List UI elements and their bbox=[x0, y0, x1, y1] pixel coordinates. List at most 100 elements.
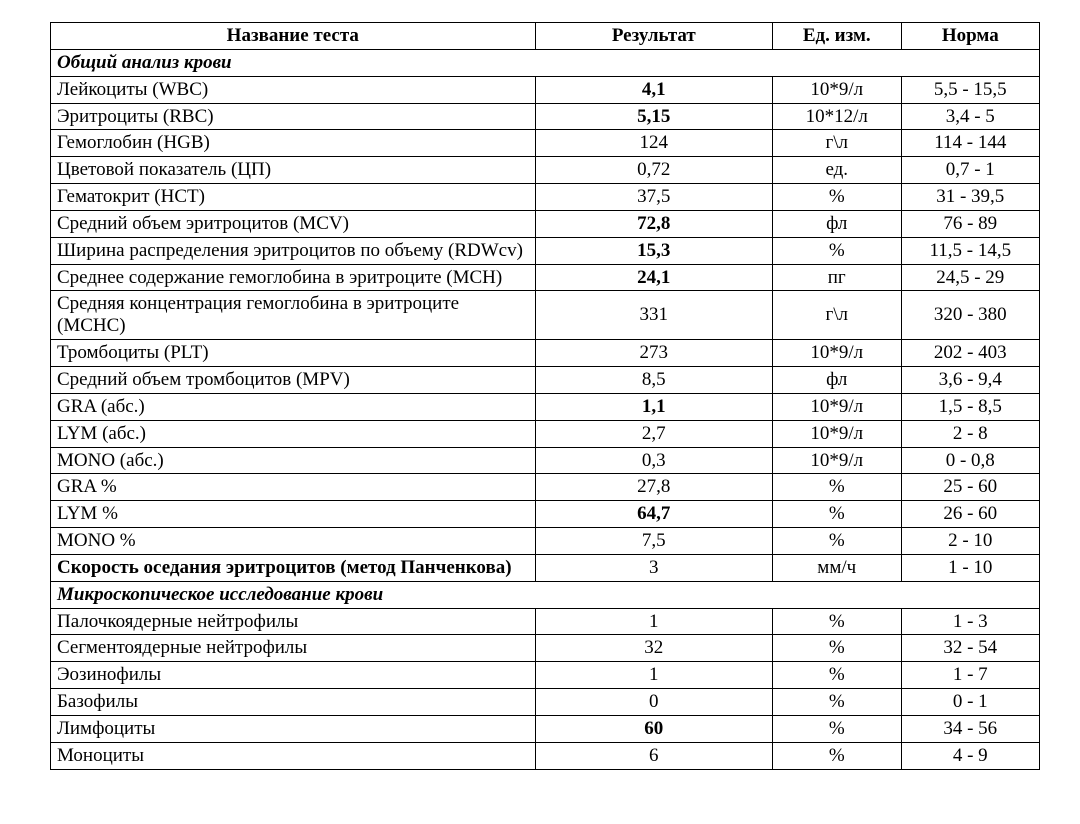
test-name: Средний объем тромбоцитов (MPV) bbox=[51, 366, 536, 393]
test-result: 3 bbox=[535, 554, 772, 581]
table-row: Гемоглобин (HGB)124г\л114 - 144 bbox=[51, 130, 1040, 157]
test-name: LYM (абс.) bbox=[51, 420, 536, 447]
table-row: Сегментоядерные нейтрофилы32%32 - 54 bbox=[51, 635, 1040, 662]
table-row: Эритроциты (RBC)5,1510*12/л3,4 - 5 bbox=[51, 103, 1040, 130]
test-name: Средний объем эритроцитов (MCV) bbox=[51, 210, 536, 237]
test-norm: 1 - 10 bbox=[901, 554, 1039, 581]
test-name: GRA (абс.) bbox=[51, 393, 536, 420]
table-row: Общий анализ крови bbox=[51, 49, 1040, 76]
header-result: Результат bbox=[535, 23, 772, 50]
test-name: Гемоглобин (HGB) bbox=[51, 130, 536, 157]
test-name: Цветовой показатель (ЦП) bbox=[51, 157, 536, 184]
table-row: Лейкоциты (WBC)4,110*9/л5,5 - 15,5 bbox=[51, 76, 1040, 103]
test-unit: % bbox=[772, 742, 901, 769]
test-name: GRA % bbox=[51, 474, 536, 501]
test-unit: фл bbox=[772, 366, 901, 393]
test-norm: 26 - 60 bbox=[901, 501, 1039, 528]
header-row: Название теста Результат Ед. изм. Норма bbox=[51, 23, 1040, 50]
test-norm: 25 - 60 bbox=[901, 474, 1039, 501]
test-name: Моноциты bbox=[51, 742, 536, 769]
test-result: 6 bbox=[535, 742, 772, 769]
table-row: MONO %7,5%2 - 10 bbox=[51, 528, 1040, 555]
test-unit: г\л bbox=[772, 130, 901, 157]
test-norm: 32 - 54 bbox=[901, 635, 1039, 662]
table-row: Средний объем тромбоцитов (MPV)8,5фл3,6 … bbox=[51, 366, 1040, 393]
test-norm: 3,4 - 5 bbox=[901, 103, 1039, 130]
test-name: Эозинофилы bbox=[51, 662, 536, 689]
test-norm: 114 - 144 bbox=[901, 130, 1039, 157]
test-unit: фл bbox=[772, 210, 901, 237]
test-norm: 5,5 - 15,5 bbox=[901, 76, 1039, 103]
test-norm: 1,5 - 8,5 bbox=[901, 393, 1039, 420]
test-norm: 2 - 10 bbox=[901, 528, 1039, 555]
test-result: 124 bbox=[535, 130, 772, 157]
test-name: Сегментоядерные нейтрофилы bbox=[51, 635, 536, 662]
test-unit: 10*9/л bbox=[772, 447, 901, 474]
test-name: Скорость оседания эритроцитов (метод Пан… bbox=[51, 554, 536, 581]
test-unit: % bbox=[772, 474, 901, 501]
table-row: LYM %64,7%26 - 60 bbox=[51, 501, 1040, 528]
table-row: Лимфоциты60%34 - 56 bbox=[51, 715, 1040, 742]
test-unit: % bbox=[772, 608, 901, 635]
test-result: 64,7 bbox=[535, 501, 772, 528]
table-row: LYM (абс.)2,710*9/л2 - 8 bbox=[51, 420, 1040, 447]
table-row: GRA %27,8%25 - 60 bbox=[51, 474, 1040, 501]
test-norm: 76 - 89 bbox=[901, 210, 1039, 237]
test-norm: 3,6 - 9,4 bbox=[901, 366, 1039, 393]
section-header: Общий анализ крови bbox=[51, 49, 1040, 76]
test-norm: 1 - 7 bbox=[901, 662, 1039, 689]
test-unit: % bbox=[772, 184, 901, 211]
test-norm: 0 - 1 bbox=[901, 689, 1039, 716]
test-unit: % bbox=[772, 528, 901, 555]
table-row: MONO (абс.)0,310*9/л0 - 0,8 bbox=[51, 447, 1040, 474]
test-name: MONO (абс.) bbox=[51, 447, 536, 474]
test-unit: 10*9/л bbox=[772, 340, 901, 367]
test-result: 1 bbox=[535, 608, 772, 635]
test-norm: 4 - 9 bbox=[901, 742, 1039, 769]
test-name: Базофилы bbox=[51, 689, 536, 716]
table-row: Палочкоядерные нейтрофилы1%1 - 3 bbox=[51, 608, 1040, 635]
header-unit: Ед. изм. bbox=[772, 23, 901, 50]
test-unit: % bbox=[772, 689, 901, 716]
test-result: 0,3 bbox=[535, 447, 772, 474]
test-unit: % bbox=[772, 662, 901, 689]
table-row: Средний объем эритроцитов (MCV)72,8фл76 … bbox=[51, 210, 1040, 237]
test-unit: 10*9/л bbox=[772, 393, 901, 420]
test-norm: 31 - 39,5 bbox=[901, 184, 1039, 211]
test-unit: % bbox=[772, 635, 901, 662]
test-result: 7,5 bbox=[535, 528, 772, 555]
table-row: Микроскопическое исследование крови bbox=[51, 581, 1040, 608]
test-name: Палочкоядерные нейтрофилы bbox=[51, 608, 536, 635]
test-name: Гематокрит (HCT) bbox=[51, 184, 536, 211]
test-norm: 2 - 8 bbox=[901, 420, 1039, 447]
test-result: 1,1 bbox=[535, 393, 772, 420]
test-norm: 202 - 403 bbox=[901, 340, 1039, 367]
table-row: Гематокрит (HCT)37,5%31 - 39,5 bbox=[51, 184, 1040, 211]
test-result: 72,8 bbox=[535, 210, 772, 237]
table-body: Общий анализ кровиЛейкоциты (WBC)4,110*9… bbox=[51, 49, 1040, 769]
test-norm: 0 - 0,8 bbox=[901, 447, 1039, 474]
test-unit: ед. bbox=[772, 157, 901, 184]
table-row: Эозинофилы1%1 - 7 bbox=[51, 662, 1040, 689]
test-result: 4,1 bbox=[535, 76, 772, 103]
test-name: LYM % bbox=[51, 501, 536, 528]
table-row: Базофилы0%0 - 1 bbox=[51, 689, 1040, 716]
test-name: Тромбоциты (PLT) bbox=[51, 340, 536, 367]
header-norm: Норма bbox=[901, 23, 1039, 50]
test-result: 331 bbox=[535, 291, 772, 340]
table-row: Средняя концентрация гемоглобина в эритр… bbox=[51, 291, 1040, 340]
test-name: Лейкоциты (WBC) bbox=[51, 76, 536, 103]
test-result: 5,15 bbox=[535, 103, 772, 130]
test-result: 2,7 bbox=[535, 420, 772, 447]
table-row: Моноциты6%4 - 9 bbox=[51, 742, 1040, 769]
test-result: 24,1 bbox=[535, 264, 772, 291]
table-row: Ширина распределения эритроцитов по объе… bbox=[51, 237, 1040, 264]
test-result: 0,72 bbox=[535, 157, 772, 184]
section-header: Микроскопическое исследование крови bbox=[51, 581, 1040, 608]
test-result: 0 bbox=[535, 689, 772, 716]
test-result: 60 bbox=[535, 715, 772, 742]
test-name: MONO % bbox=[51, 528, 536, 555]
table-row: GRA (абс.)1,110*9/л1,5 - 8,5 bbox=[51, 393, 1040, 420]
test-unit: 10*12/л bbox=[772, 103, 901, 130]
test-norm: 320 - 380 bbox=[901, 291, 1039, 340]
